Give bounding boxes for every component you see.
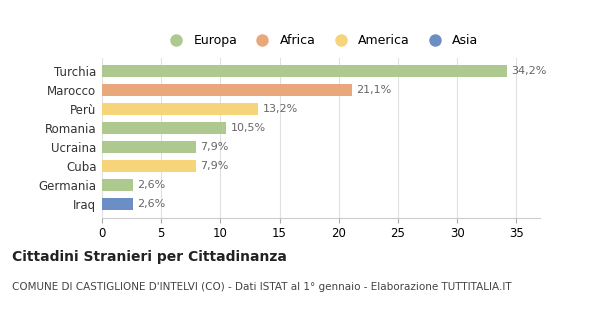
Bar — [102, 103, 258, 115]
Text: 2,6%: 2,6% — [137, 180, 166, 190]
Bar — [102, 65, 507, 77]
Bar — [102, 141, 196, 153]
Text: Cittadini Stranieri per Cittadinanza: Cittadini Stranieri per Cittadinanza — [12, 250, 287, 264]
Legend: Europa, Africa, America, Asia: Europa, Africa, America, Asia — [161, 32, 481, 50]
Text: 13,2%: 13,2% — [263, 104, 298, 114]
Bar — [102, 160, 196, 172]
Text: 10,5%: 10,5% — [231, 123, 266, 133]
Text: COMUNE DI CASTIGLIONE D'INTELVI (CO) - Dati ISTAT al 1° gennaio - Elaborazione T: COMUNE DI CASTIGLIONE D'INTELVI (CO) - D… — [12, 282, 512, 292]
Bar — [102, 122, 226, 134]
Text: 34,2%: 34,2% — [512, 66, 547, 76]
Text: 7,9%: 7,9% — [200, 161, 229, 171]
Bar — [102, 84, 352, 96]
Bar — [102, 179, 133, 191]
Text: 21,1%: 21,1% — [356, 85, 392, 95]
Text: 7,9%: 7,9% — [200, 142, 229, 152]
Bar — [102, 198, 133, 210]
Text: 2,6%: 2,6% — [137, 199, 166, 209]
